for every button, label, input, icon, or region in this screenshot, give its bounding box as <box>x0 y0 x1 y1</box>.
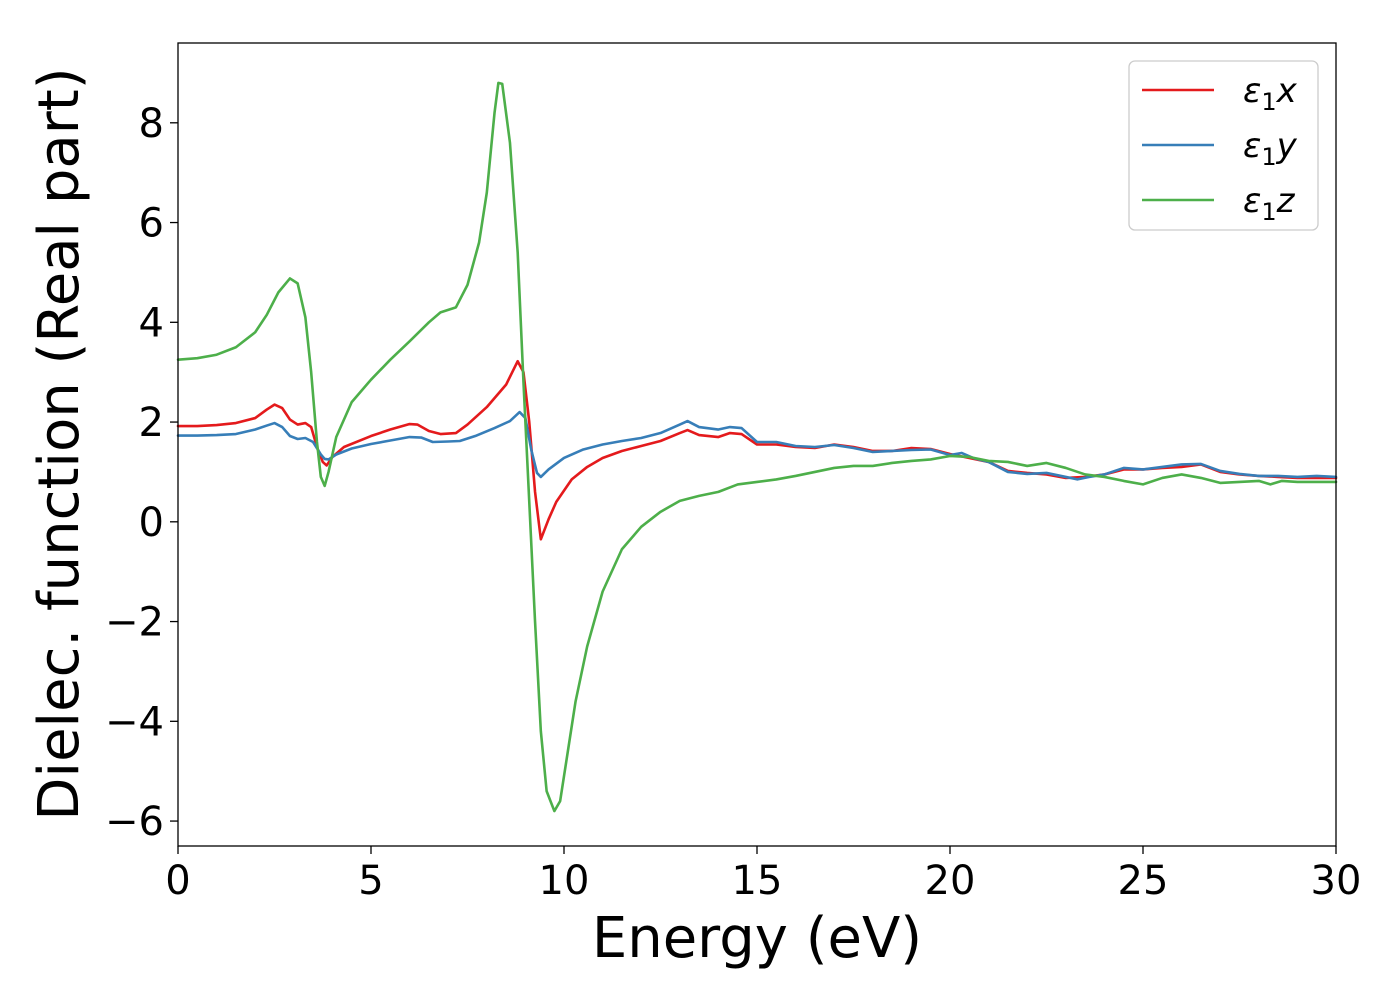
y-tick-label: −2 <box>105 600 164 646</box>
x-tick-label: 10 <box>539 858 590 904</box>
y-tick-label: −4 <box>105 699 164 745</box>
legend: ε1x ε1y ε1z <box>1128 60 1319 231</box>
x-tick-label: 25 <box>1118 858 1169 904</box>
legend-label-x: ε1x <box>1243 71 1298 116</box>
y-tick-label: 2 <box>139 400 164 446</box>
y-tick-label: 0 <box>139 500 164 546</box>
x-tick-label: 5 <box>358 858 383 904</box>
x-tick-label: 20 <box>925 858 976 904</box>
x-tick-label: 0 <box>165 858 190 904</box>
y-tick-label: 6 <box>139 201 164 247</box>
plot-frame <box>177 42 1337 847</box>
series-layer <box>176 81 1338 813</box>
x-tick-label: 30 <box>1311 858 1362 904</box>
y-axis-ticks: −6 −4 −2 0 2 4 6 8 <box>105 101 178 845</box>
x-tick-label: 15 <box>732 858 783 904</box>
legend-label-y: ε1y <box>1243 126 1298 171</box>
y-tick-label: 4 <box>139 300 164 346</box>
x-axis-title: Energy (eV) <box>592 906 922 971</box>
x-axis-ticks: 0 5 10 15 20 25 30 <box>165 846 1361 904</box>
series-line-z <box>176 81 1338 813</box>
legend-box <box>1128 60 1319 231</box>
y-tick-label: −6 <box>105 799 164 845</box>
y-axis-title: Dielec. function (Real part) <box>27 67 92 820</box>
legend-label-z: ε1z <box>1243 181 1296 226</box>
y-tick-label: 8 <box>139 101 164 147</box>
